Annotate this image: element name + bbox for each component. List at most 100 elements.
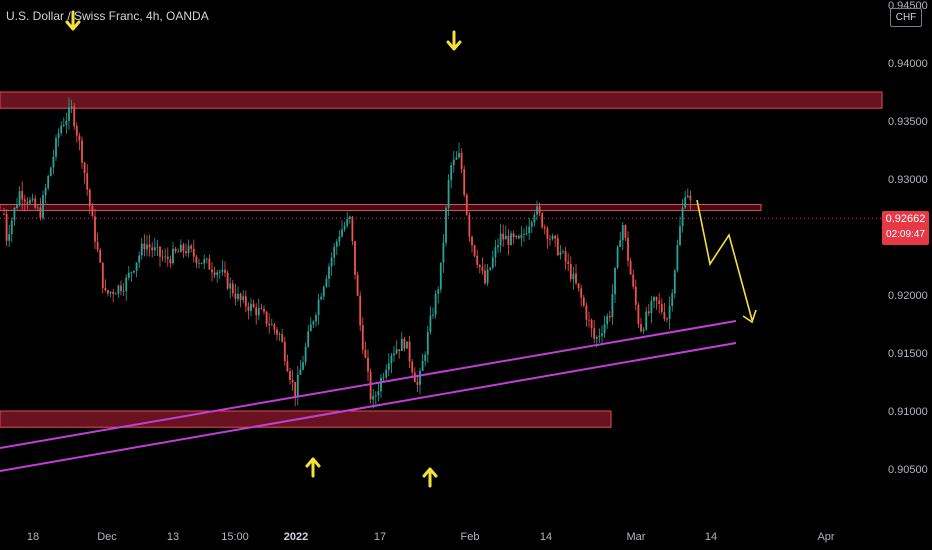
candle-body: [299, 369, 302, 375]
candle-body: [276, 329, 278, 335]
arrow-up-icon[interactable]: [305, 457, 321, 478]
candle-body: [432, 314, 434, 316]
candle-body: [471, 236, 473, 246]
candle-body: [39, 207, 42, 218]
candle-body: [543, 227, 546, 229]
candle-body: [325, 278, 328, 287]
candle-body: [398, 349, 401, 351]
candle-body: [172, 248, 174, 264]
currency-badge[interactable]: CHF: [890, 8, 922, 27]
candle-body: [218, 271, 221, 273]
candle-body: [60, 125, 63, 133]
candle-body: [658, 300, 661, 304]
candle-body: [13, 207, 16, 221]
candle-body: [364, 349, 367, 358]
arrow-down-icon[interactable]: [65, 10, 81, 31]
candle-body: [130, 272, 133, 274]
candle-body: [338, 236, 341, 242]
candle-body: [533, 214, 536, 223]
candle-body: [216, 272, 219, 276]
trendline-upper[interactable]: [0, 320, 737, 449]
candle-body: [530, 222, 533, 227]
candle-body: [309, 324, 312, 332]
candle-body: [328, 266, 330, 279]
candle-body: [270, 324, 273, 326]
candle-body: [629, 260, 632, 275]
candle-body: [192, 248, 195, 257]
candle-body: [343, 225, 346, 230]
candle-body: [515, 235, 518, 237]
candle-body: [47, 176, 50, 189]
candle-body: [281, 334, 284, 342]
candle-body: [403, 338, 406, 349]
candle-body: [668, 305, 671, 319]
arrow-up-icon[interactable]: [422, 467, 438, 488]
arrow-down-icon[interactable]: [446, 30, 462, 51]
candle-body: [286, 361, 289, 372]
x-tick-label: 2022: [284, 531, 308, 543]
candle-body: [55, 137, 57, 157]
candle-body: [627, 237, 629, 261]
candle-body: [247, 306, 250, 311]
x-tick-label: 13: [167, 531, 179, 543]
candle-body: [57, 132, 60, 138]
candle-body: [434, 293, 437, 315]
candle-body: [322, 286, 325, 297]
candle-body: [455, 157, 458, 160]
candle-body: [551, 235, 554, 239]
candle-body: [68, 107, 70, 121]
candle-body: [182, 244, 185, 252]
candle-body: [369, 371, 372, 400]
candle-body: [671, 293, 674, 306]
candle-body: [582, 297, 585, 306]
candle-body: [359, 295, 362, 326]
candle-body: [205, 258, 208, 260]
candle-body: [450, 165, 453, 180]
candle-body: [538, 206, 541, 214]
trendline-lower[interactable]: [0, 342, 737, 472]
candle-body: [127, 272, 130, 278]
candle-body: [624, 225, 627, 238]
candle-body: [632, 274, 635, 287]
candle-body: [52, 156, 55, 168]
candle-body: [497, 245, 499, 248]
candle-body: [614, 267, 616, 295]
projection-path[interactable]: [696, 199, 753, 321]
candle-body: [585, 305, 588, 320]
candle-body: [224, 269, 226, 273]
x-tick-label: 18: [27, 531, 39, 543]
candle-body: [437, 289, 440, 294]
candle-body: [681, 207, 684, 227]
x-tick-label: 14: [705, 531, 717, 543]
candle-body: [421, 361, 424, 371]
candle-body: [179, 244, 182, 253]
candle-body: [263, 308, 265, 312]
candle-body: [34, 198, 37, 208]
y-tick-label: 0.93000: [888, 174, 928, 186]
candle-body: [203, 259, 206, 264]
candle-body: [575, 273, 577, 284]
candle-body: [510, 233, 512, 246]
candle-body: [351, 216, 354, 242]
candle-body: [120, 285, 122, 292]
candle-body: [234, 293, 237, 299]
candle-body: [260, 308, 263, 309]
candle-body: [491, 257, 494, 268]
candle-body: [237, 293, 239, 299]
candle-body: [465, 194, 468, 215]
y-tick-label: 0.91000: [888, 406, 928, 418]
candle-body: [460, 152, 463, 170]
candle-body: [601, 333, 603, 336]
candle-body: [666, 318, 668, 320]
candle-body: [660, 303, 663, 312]
candle-body: [330, 257, 333, 267]
support-zone-bottom[interactable]: [0, 410, 612, 428]
candle-body: [367, 357, 369, 372]
candle-body: [554, 235, 557, 239]
candle-body: [101, 262, 104, 289]
resistance-zone-mid[interactable]: [0, 204, 762, 212]
resistance-zone-top[interactable]: [0, 91, 883, 109]
candle-body: [684, 197, 687, 208]
candle-body: [320, 296, 323, 300]
